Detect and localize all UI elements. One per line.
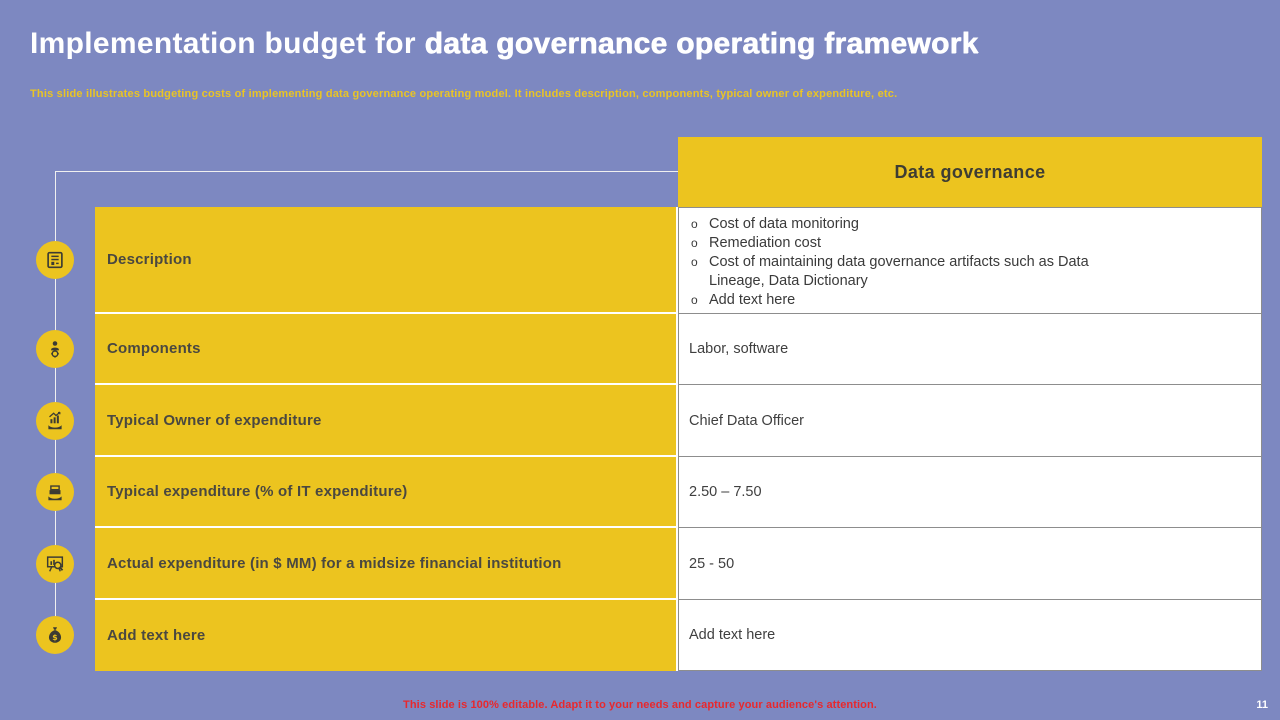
hand-chart-icon — [36, 402, 74, 440]
table-row-actual-expenditure: Actual expenditure (in $ MM) for a midsi… — [95, 528, 1262, 600]
bullet-item: Cost of data monitoring — [689, 215, 1141, 234]
report-icon — [36, 241, 74, 279]
footer-note: This slide is 100% editable. Adapt it to… — [403, 699, 877, 711]
page-title: Implementation budget for data governanc… — [30, 27, 978, 61]
row-value-description: Cost of data monitoring Remediation cost… — [678, 207, 1262, 314]
row-value-typical-expenditure: 2.50 – 7.50 — [678, 457, 1262, 528]
page-title-regular: Implementation budget for — [30, 27, 425, 60]
gear-person-icon — [36, 330, 74, 368]
row-value-actual-expenditure: 25 - 50 — [678, 528, 1262, 600]
hand-money-icon — [36, 473, 74, 511]
table-row-description: Description Cost of data monitoring Reme… — [95, 207, 1262, 314]
row-label-actual-expenditure: Actual expenditure (in $ MM) for a midsi… — [95, 528, 678, 600]
svg-text:$: $ — [52, 633, 57, 642]
budget-table: Description Cost of data monitoring Reme… — [95, 207, 1262, 671]
bullet-item: Cost of maintaining data governance arti… — [689, 253, 1141, 291]
row-label-components: Components — [95, 314, 678, 385]
table-row-typical-expenditure: Typical expenditure (% of IT expenditure… — [95, 457, 1262, 528]
column-header-data-governance: Data governance — [678, 137, 1262, 207]
connector-line-horizontal — [55, 171, 678, 172]
page-title-emphasis: data governance operating framework — [424, 27, 979, 60]
page-number: 11 — [1256, 699, 1268, 711]
table-row-components: Components Labor, software — [95, 314, 1262, 385]
row-label-description: Description — [95, 207, 678, 314]
row-label-typical-owner: Typical Owner of expenditure — [95, 385, 678, 457]
row-label-typical-expenditure: Typical expenditure (% of IT expenditure… — [95, 457, 678, 528]
table-row-typical-owner: Typical Owner of expenditure Chief Data … — [95, 385, 1262, 457]
bullet-item: Add text here — [689, 291, 1141, 310]
description-bullet-list: Cost of data monitoring Remediation cost… — [689, 215, 1141, 310]
row-value-typical-owner: Chief Data Officer — [678, 385, 1262, 457]
row-value-components: Labor, software — [678, 314, 1262, 385]
slide-subtitle: This slide illustrates budgeting costs o… — [30, 88, 898, 100]
row-value-add-text: Add text here — [678, 600, 1262, 671]
money-bag-icon: $ — [36, 616, 74, 654]
row-label-add-text: Add text here — [95, 600, 678, 671]
bullet-item: Remediation cost — [689, 234, 1141, 253]
presentation-magnifier-icon — [36, 545, 74, 583]
table-row-add-text: Add text here Add text here — [95, 600, 1262, 671]
